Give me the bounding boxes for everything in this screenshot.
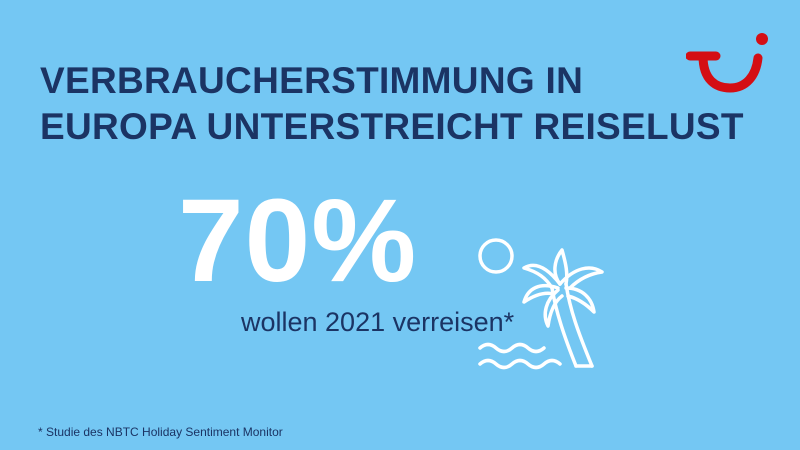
beach-illustration xyxy=(478,238,604,370)
palm-tree-icon xyxy=(522,248,604,368)
stat-value: 70% xyxy=(178,175,418,307)
stat-caption: wollen 2021 verreisen* xyxy=(241,307,515,337)
headline: VERBRAUCHERSTIMMUNG IN EUROPA UNTERSTREI… xyxy=(40,58,744,150)
tui-smile-logo xyxy=(686,33,768,93)
headline-line-1: VERBRAUCHERSTIMMUNG IN xyxy=(40,60,584,101)
headline-line-2: EUROPA UNTERSTREICHT REISELUST xyxy=(40,106,744,147)
sun-icon xyxy=(478,238,514,274)
footnote: * Studie des NBTC Holiday Sentiment Moni… xyxy=(38,425,283,439)
waves-icon xyxy=(478,342,562,370)
